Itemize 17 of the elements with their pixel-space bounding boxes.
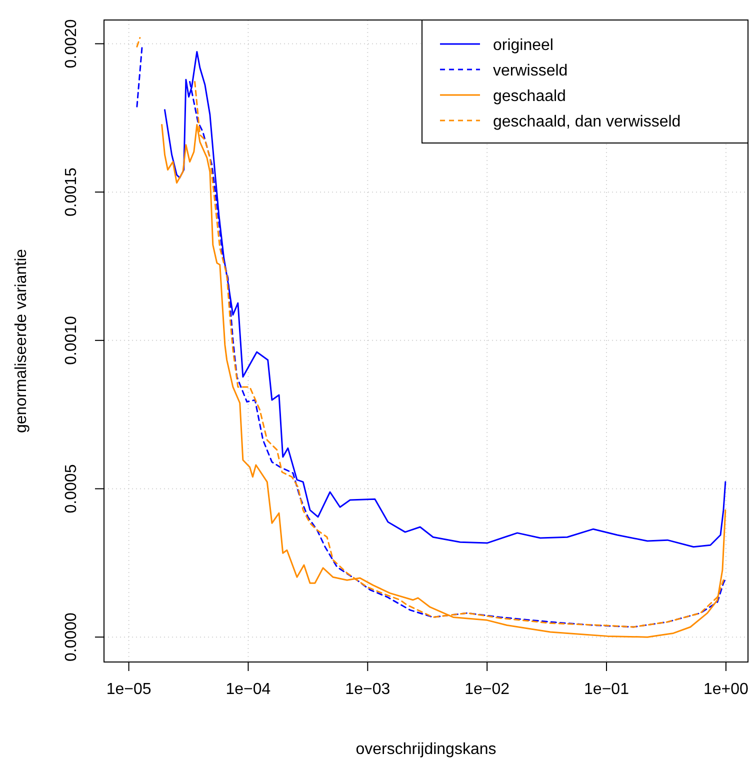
y-axis-title: genormaliseerde variantie (13, 248, 30, 434)
y-tick-label: 0.0005 (63, 464, 80, 514)
y-tick-label: 0.0020 (63, 19, 80, 68)
x-axis-title: overschrijdingskans (356, 741, 496, 758)
legend-label: geschaald, dan verwisseld (493, 114, 681, 130)
x-tick-label: 1e+00 (703, 681, 749, 698)
y-tick-label: 0.0010 (63, 316, 80, 365)
legend-label: origineel (493, 37, 554, 54)
x-tick-label: 1e−01 (584, 681, 630, 698)
x-tick-label: 1e−03 (345, 681, 390, 698)
y-tick-label: 0.0000 (63, 612, 80, 662)
legend-label: geschaald (493, 88, 566, 105)
x-tick-label: 1e−04 (226, 681, 271, 698)
y-tick-label: 0.0015 (63, 168, 80, 217)
x-tick-label: 1e−02 (464, 681, 510, 698)
x-tick-label: 1e−05 (106, 681, 152, 698)
legend-label: verwisseld (493, 62, 568, 80)
